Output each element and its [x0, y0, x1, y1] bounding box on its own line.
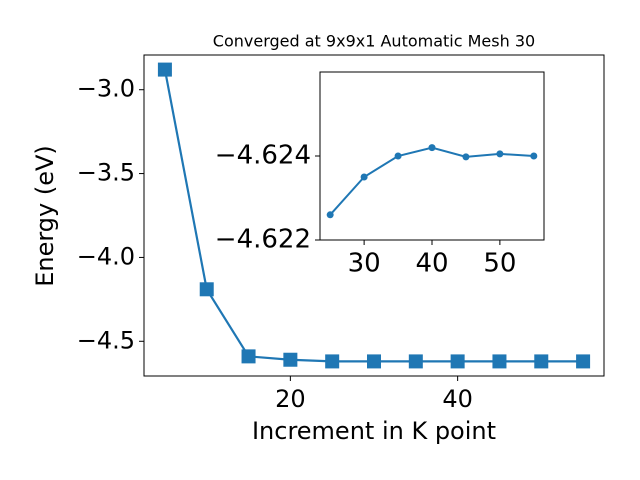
x-tick-label: 40	[442, 385, 473, 413]
marker	[326, 211, 334, 219]
marker	[283, 352, 298, 367]
marker	[157, 62, 172, 77]
x-tick-label: 50	[483, 249, 516, 279]
x-tick-label: 30	[348, 249, 381, 279]
marker	[492, 354, 507, 369]
x-axis-label: Increment in K point	[252, 417, 496, 445]
marker	[450, 354, 465, 369]
marker	[576, 354, 591, 369]
marker	[367, 354, 381, 369]
chart-title: Converged at 9x9x1 Automatic Mesh 30	[213, 32, 535, 51]
marker	[428, 144, 436, 152]
marker	[462, 153, 470, 161]
y-axis-label: Energy (eV)	[31, 145, 59, 287]
marker	[496, 150, 504, 158]
y-tick-label: −3.5	[77, 159, 135, 187]
marker	[408, 354, 423, 369]
marker	[241, 349, 256, 364]
marker	[325, 354, 340, 369]
plot-area	[319, 71, 545, 241]
marker	[360, 173, 368, 181]
y-tick-label: −4.622	[215, 225, 311, 255]
marker	[534, 354, 549, 369]
marker	[530, 152, 538, 160]
y-tick-label: −4.0	[77, 242, 135, 270]
x-tick-label: 40	[415, 249, 448, 279]
y-tick-label: −4.624	[215, 141, 311, 171]
marker	[394, 152, 402, 160]
marker	[199, 282, 214, 297]
y-tick-label: −3.0	[77, 75, 135, 103]
y-tick-label: −4.5	[77, 326, 135, 354]
x-tick-label: 20	[275, 385, 306, 413]
